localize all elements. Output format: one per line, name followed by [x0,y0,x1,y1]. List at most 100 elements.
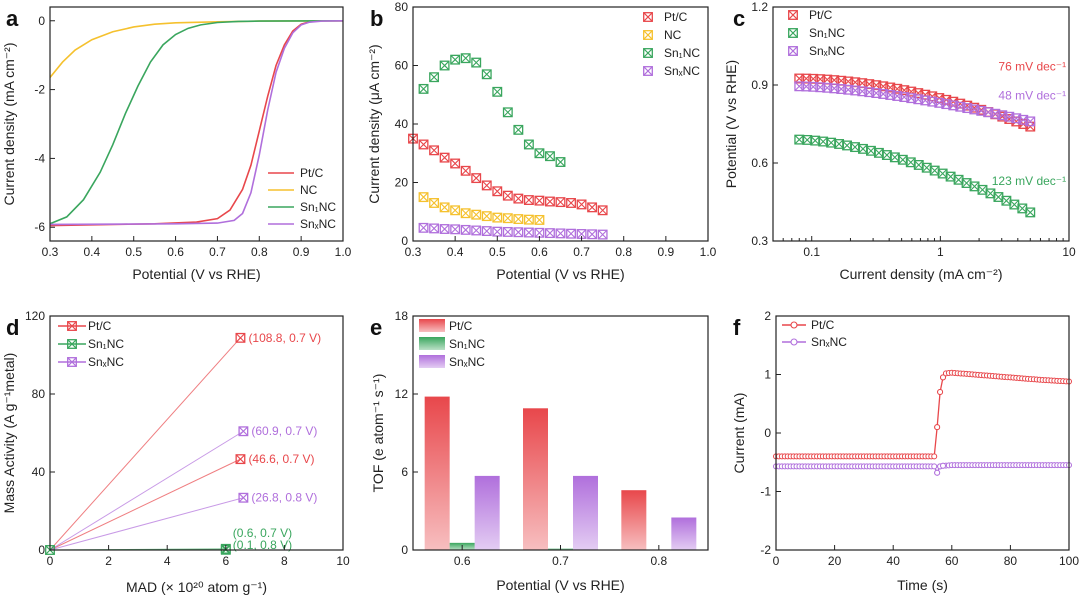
data-point-Sn1NC [937,168,948,179]
marker-cross [524,195,534,205]
x-tick-label: 0.8 [251,245,268,259]
panel-a: 0.3 0.4 0.5 0.6 0.7 0.8 0.9 1.0 0 -2 -4 -6 Potential… [1,6,352,282]
data-point-Sn1NC [881,150,892,160]
marker-cross [503,190,513,201]
marker-box [238,492,249,503]
x-tick-label: 2 [105,554,112,568]
marker-box [576,199,587,210]
x-tick-label: 0.5 [125,245,142,259]
marker-cross [953,175,964,185]
legend-label: Pt/C [88,319,112,333]
data-point-Pt/C [931,453,938,460]
marker-box [990,108,1001,119]
marker-cross [1009,199,1020,210]
marker-cross [643,48,653,58]
marker-box [1025,116,1036,127]
y-tick-label: 18 [395,309,409,323]
panel-letter: c [733,6,745,31]
plot-frame [775,315,1070,551]
data-point-SnxNC [513,227,524,238]
data-point-SnxNC [940,462,947,469]
marker-box [566,198,576,208]
marker-cross [898,155,908,165]
marker-cross [67,357,77,367]
marker-cross [439,224,450,234]
marker-cross [534,215,545,225]
x-tick-label: 80 [1004,554,1018,568]
marker-box [643,48,653,58]
data-point-Sn1NC [866,145,876,156]
marker-box [643,66,653,76]
y-tick-label: 20 [395,176,409,190]
marker-cross [555,228,566,239]
marker-box [545,151,555,162]
marker-box [429,198,440,208]
data-point-Sn1NC [985,188,996,199]
data-point-Sn1NC [1017,203,1028,214]
y-tick-label: 80 [395,0,409,14]
marker-cross [794,134,804,145]
data-point-NC [534,214,545,225]
marker-cross [587,202,597,213]
marker-cross [450,224,460,234]
bar-SnxNC [474,475,500,550]
y-tick-label: 60 [395,59,409,73]
data-point-Pt/C [502,190,513,201]
marker-box [418,83,429,94]
marker-cross [842,140,852,151]
legend-label: NC [300,183,318,197]
marker-cross [1025,207,1035,218]
marker-box [492,226,503,237]
data-point-Sn1NC [1025,207,1036,218]
marker-cross [597,229,608,240]
marker-box [801,81,812,92]
x-axis-label: Potential (V vs RHE) [496,266,624,282]
marker-cross [914,160,924,170]
legend-marker [790,338,798,346]
plot-frame [412,315,709,551]
marker-cross [418,139,429,150]
marker-box [418,139,429,150]
marker-box [836,84,847,94]
slope-annotation: 48 mV dec⁻¹ [998,88,1066,102]
marker-cross [866,146,876,156]
x-tick-label: 0.9 [658,245,675,259]
marker-cross [429,223,439,234]
marker-box [1011,113,1022,124]
marker-box [429,72,440,83]
marker-cross [576,199,587,210]
legend-label: Pt/C [811,318,835,332]
marker-box [471,225,482,236]
data-point-Sn1NC [810,135,821,146]
data-point-NC [460,208,471,219]
data-point-Pt/C [597,205,608,216]
x-tick-label: 10 [1062,245,1076,259]
x-tick-label: 100 [1059,554,1079,568]
legend-label: Sn₁NC [809,26,845,40]
marker-cross [929,165,940,176]
data-point-Pt/C [587,202,598,213]
marker-box [439,202,450,213]
legend-swatch [419,355,445,368]
data-point-Sn1NC [977,184,988,195]
data-point-Sn1NC [429,72,440,83]
data-point-Sn1NC [513,124,524,135]
marker-box [534,214,545,225]
data-point-Sn1NC [834,139,845,149]
marker-box [794,81,805,92]
marker-box [67,321,77,331]
data-point-NC [523,214,534,225]
data-point-Pt/C [450,158,461,169]
plot-frame [49,315,344,551]
marker-box [555,157,566,167]
data-point-NC [450,205,461,216]
legend-label: Sn₁NC [88,337,124,351]
y-tick-label: 40 [395,117,409,131]
y-tick-label: 0.6 [751,156,768,170]
legend-label: Pt/C [449,319,473,333]
marker-box [450,54,461,65]
marker-cross [597,205,608,215]
marker-cross [450,205,460,215]
data-point-Pt/C [471,173,482,184]
